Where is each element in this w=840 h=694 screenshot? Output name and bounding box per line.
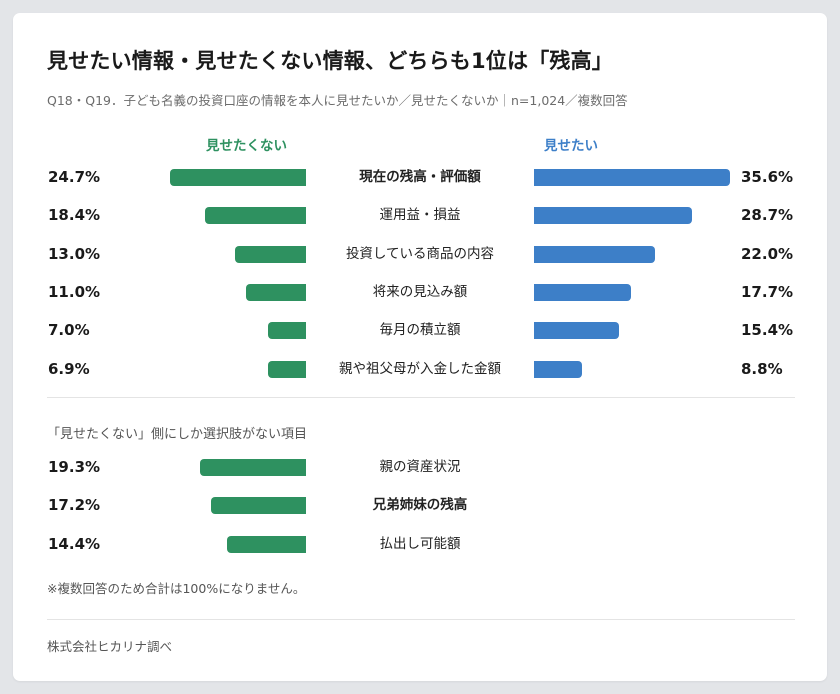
bar-row: 11.0% 将来の見込み額 17.7% xyxy=(0,281,840,303)
bar-row: 6.9% 親や祖父母が入金した金額 8.8% xyxy=(0,358,840,380)
value-label-left: 24.7% xyxy=(48,168,101,186)
bar-row: 13.0% 投資している商品の内容 22.0% xyxy=(0,243,840,265)
bar-row: 14.4% 払出し可能額 xyxy=(0,533,840,555)
bar-row: 24.7% 現在の残高・評価額 35.6% xyxy=(0,166,840,188)
bar-right xyxy=(534,322,619,339)
value-label-left: 11.0% xyxy=(48,283,101,301)
bar-right xyxy=(534,361,583,378)
category-label: 兄弟姉妹の残高 xyxy=(372,497,468,513)
value-label-left: 6.9% xyxy=(48,360,90,378)
value-label-left: 14.4% xyxy=(48,535,101,553)
value-label-left: 17.2% xyxy=(48,496,101,514)
section-label: 「見せたくない」側にしか選択肢がない項目 xyxy=(47,427,308,442)
category-label: 将来の見込み額 xyxy=(372,284,468,300)
bar-left xyxy=(267,322,306,339)
source-credit: 株式会社ヒカリナ調べ xyxy=(47,639,173,654)
bar-right xyxy=(534,207,692,224)
bar-right xyxy=(534,246,655,263)
category-label: 払出し可能額 xyxy=(379,536,461,552)
bar-left xyxy=(199,459,306,476)
value-label-left: 7.0% xyxy=(48,321,90,339)
category-label: 親や祖父母が入金した金額 xyxy=(339,361,501,377)
chart-subtitle: Q18・Q19．子ども名義の投資口座の情報を本人に見せたいか／見せたくないか｜n… xyxy=(47,93,628,108)
value-label-right: 35.6% xyxy=(741,168,794,186)
category-label: 現在の残高・評価額 xyxy=(359,169,481,185)
value-label-right: 28.7% xyxy=(741,206,794,224)
bar-left xyxy=(226,536,306,553)
chart-title: 見せたい情報・見せたくない情報、どちらも1位は「残高」 xyxy=(47,49,614,73)
bar-left xyxy=(211,497,306,514)
bar-right xyxy=(534,284,632,301)
bar-left xyxy=(245,284,306,301)
category-label: 投資している商品の内容 xyxy=(345,246,495,262)
category-label: 親の資産状況 xyxy=(379,459,461,475)
footer-divider xyxy=(47,619,795,620)
bar-row: 17.2% 兄弟姉妹の残高 xyxy=(0,494,840,516)
bar-left xyxy=(234,246,306,263)
value-label-left: 18.4% xyxy=(48,206,101,224)
bar-row: 19.3% 親の資産状況 xyxy=(0,456,840,478)
bar-left xyxy=(204,207,306,224)
value-label-left: 19.3% xyxy=(48,458,101,476)
section-divider xyxy=(47,397,795,398)
value-label-right: 22.0% xyxy=(741,245,794,263)
category-label: 毎月の積立額 xyxy=(379,322,461,338)
bar-right xyxy=(534,169,730,186)
bar-left xyxy=(268,361,306,378)
category-label: 運用益・損益 xyxy=(379,207,461,223)
bar-left xyxy=(170,169,306,186)
left-column-header: 見せたくない xyxy=(206,138,287,154)
bar-row: 18.4% 運用益・損益 28.7% xyxy=(0,204,840,226)
footnote: ※複数回答のため合計は100%になりません。 xyxy=(47,581,306,596)
value-label-right: 17.7% xyxy=(741,283,794,301)
bar-row: 7.0% 毎月の積立額 15.4% xyxy=(0,319,840,341)
chart-card xyxy=(13,13,827,681)
value-label-right: 8.8% xyxy=(741,360,783,378)
value-label-left: 13.0% xyxy=(48,245,101,263)
right-column-header: 見せたい xyxy=(544,138,598,154)
value-label-right: 15.4% xyxy=(741,321,794,339)
